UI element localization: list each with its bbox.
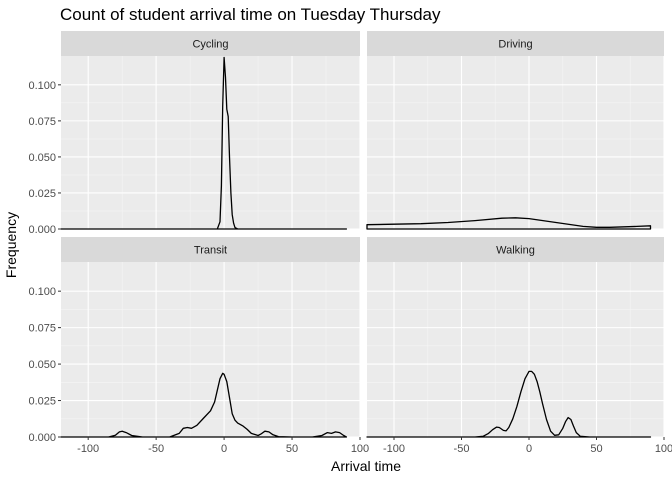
facet-strip [61, 237, 360, 262]
facet-panels: Cycling Driving Transit Walking [60, 31, 665, 438]
x-tick-label: -50 [148, 443, 164, 455]
y-tick-label: 0.025 [28, 396, 56, 408]
density-line-walking [366, 370, 652, 438]
x-axis-title: Arrival time [331, 458, 401, 474]
y-tick-label: 0.050 [28, 359, 56, 371]
y-axis-ticks: 0.000 0.025 0.050 0.075 0.100 0.000 0.025 0.050… [28, 80, 61, 444]
y-axis-title: Frequency [3, 212, 19, 278]
y-tick-label: 0.000 [28, 224, 56, 236]
facet-strip [367, 31, 664, 56]
y-tick-label: 0.075 [28, 116, 56, 128]
density-line-cycling [60, 56, 348, 230]
facet-cycling: Cycling [60, 31, 361, 230]
facet-strip-label: Walking [496, 245, 535, 257]
x-tick-label: -50 [454, 443, 470, 455]
x-tick-label: 50 [590, 443, 602, 455]
facet-strip-label: Driving [498, 39, 532, 51]
facet-driving: Driving [366, 31, 665, 230]
panel-background [61, 56, 360, 229]
x-tick-label: 0 [526, 443, 532, 455]
x-tick-label: 0 [221, 443, 227, 455]
y-tick-label: 0.100 [28, 80, 56, 92]
x-tick-label: -100 [77, 443, 99, 455]
facet-walking: Walking [366, 237, 665, 438]
y-tick-label: 0.025 [28, 188, 56, 200]
x-axis-ticks: -100 -50 0 50 100 -100 -50 0 50 100 [77, 437, 672, 455]
density-line-driving [366, 217, 652, 230]
facet-strip [367, 237, 664, 262]
x-tick-label: -100 [383, 443, 405, 455]
panel-background [367, 56, 664, 229]
facet-transit: Transit [60, 237, 361, 438]
facet-strip-label: Transit [194, 245, 227, 257]
x-tick-label: 100 [351, 443, 369, 455]
x-tick-label: 50 [286, 443, 298, 455]
facet-strip-label: Cycling [192, 39, 228, 51]
x-tick-label: 100 [655, 443, 672, 455]
y-tick-label: 0.000 [28, 432, 56, 444]
y-tick-label: 0.100 [28, 286, 56, 298]
facet-strip [61, 31, 360, 56]
y-tick-label: 0.050 [28, 152, 56, 164]
y-tick-label: 0.075 [28, 323, 56, 335]
chart-title: Count of student arrival time on Tuesday… [60, 5, 441, 24]
